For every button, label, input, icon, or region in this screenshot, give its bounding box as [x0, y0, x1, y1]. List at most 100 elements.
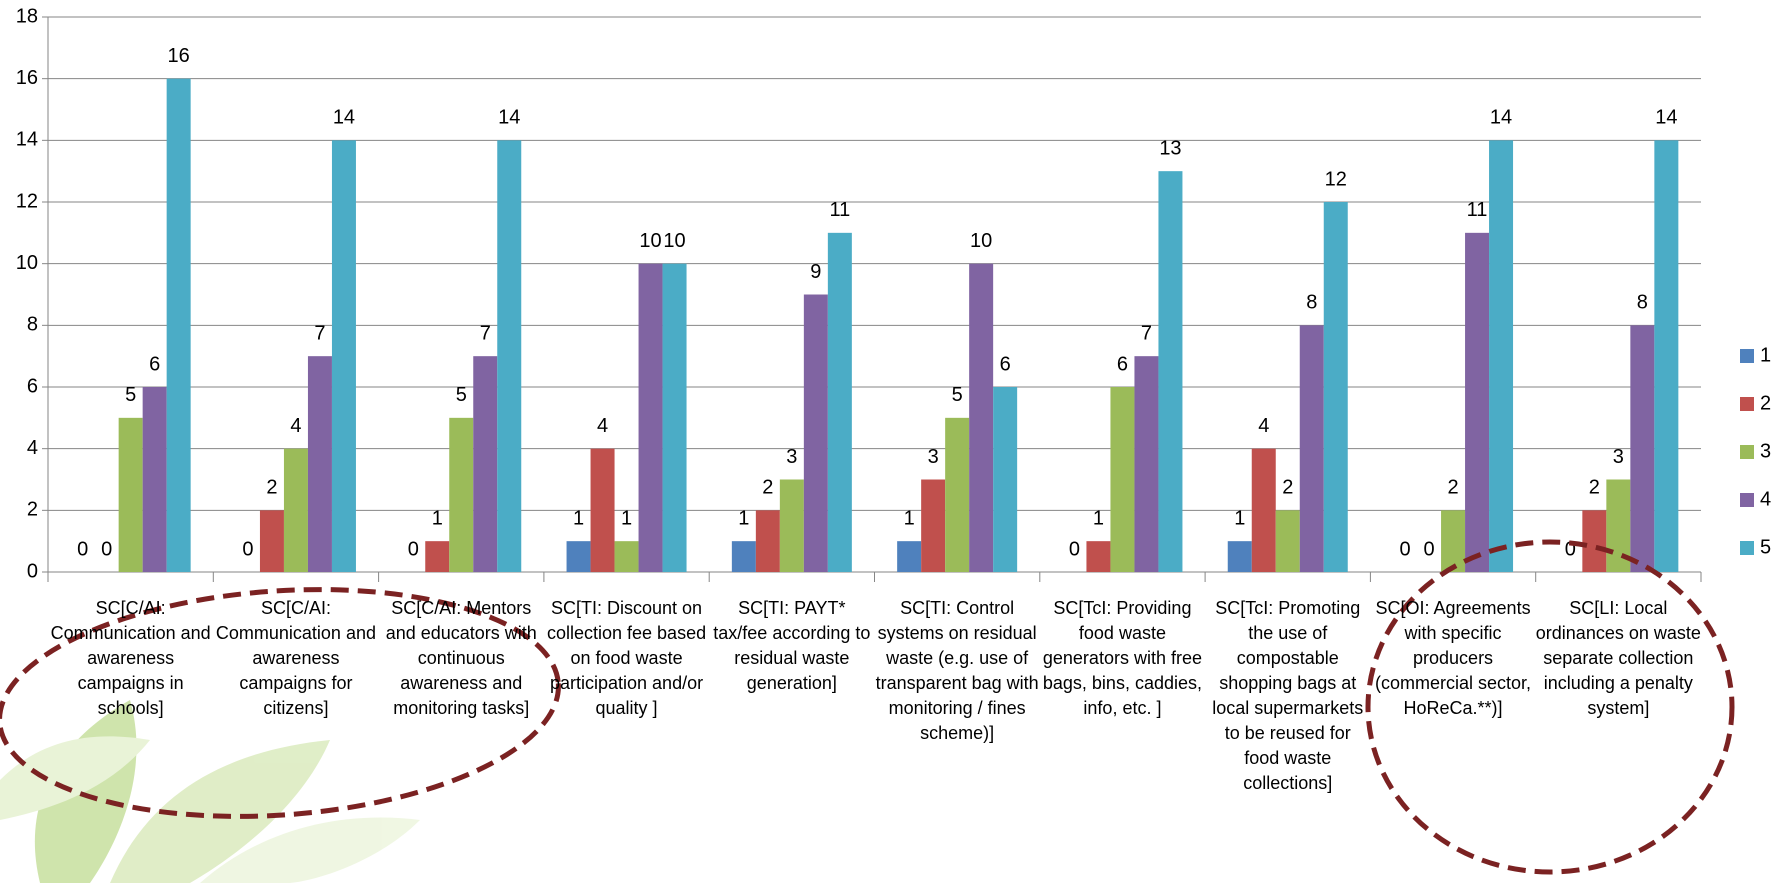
bar	[1134, 356, 1159, 572]
bar	[1582, 510, 1607, 572]
data-label: 0	[1069, 538, 1080, 560]
y-tick-label: 14	[16, 129, 38, 151]
data-label: 5	[125, 384, 136, 406]
bar	[921, 479, 946, 572]
x-tick-label: SC[TI: Control systems on residual waste…	[875, 598, 1039, 743]
y-tick-label: 12	[16, 190, 38, 212]
x-tick-label: SC[TI: PAYT* tax/fee according to residu…	[713, 598, 871, 693]
y-tick-label: 18	[16, 5, 38, 27]
data-label: 0	[1423, 538, 1434, 560]
x-tick-label: SC[TcI: Providing food waste generators …	[1042, 598, 1202, 718]
bar	[497, 140, 522, 573]
bar	[638, 263, 663, 572]
data-label: 5	[456, 384, 467, 406]
bar	[166, 78, 191, 573]
highlight-ellipse	[0, 587, 561, 819]
x-tick-label: SC[LI: Local ordinances on waste separat…	[1535, 598, 1701, 718]
bar	[827, 232, 852, 573]
bar	[1630, 325, 1655, 572]
y-tick-label: 0	[27, 560, 38, 582]
bar	[945, 417, 970, 572]
bar	[755, 510, 780, 572]
data-label: 7	[480, 322, 491, 344]
y-tick-label: 16	[16, 67, 38, 89]
data-label: 1	[1234, 507, 1245, 529]
data-label: 13	[1159, 137, 1181, 159]
data-label: 1	[1093, 507, 1104, 529]
data-label: 4	[290, 415, 301, 437]
bar	[1441, 510, 1466, 572]
data-label: 5	[952, 384, 963, 406]
data-label: 8	[1306, 292, 1317, 314]
data-label: 1	[738, 507, 749, 529]
data-label: 2	[1589, 477, 1600, 499]
data-label: 3	[1613, 446, 1624, 468]
bar	[731, 541, 756, 572]
data-label: 0	[1399, 538, 1410, 560]
y-tick-label: 2	[27, 499, 38, 521]
legend-swatch	[1740, 349, 1754, 363]
bar	[803, 294, 828, 572]
bar	[1465, 232, 1490, 573]
data-label: 1	[432, 507, 443, 529]
data-label: 16	[168, 45, 190, 67]
legend-swatch	[1740, 541, 1754, 555]
data-label: 3	[928, 446, 939, 468]
x-tick-label: SC[C/AI: Communication and awareness cam…	[215, 598, 376, 718]
highlight-ellipse	[1365, 539, 1735, 875]
data-label: 7	[314, 322, 325, 344]
x-tick-label: SC[TI: Discount on collection fee based …	[546, 598, 707, 718]
y-tick-label: 6	[27, 375, 38, 397]
bar	[425, 541, 450, 572]
data-label: 10	[663, 230, 685, 252]
bar	[614, 541, 639, 572]
y-tick-label: 10	[16, 252, 38, 274]
y-tick-label: 4	[27, 437, 38, 459]
bar	[1227, 541, 1252, 572]
data-label: 11	[829, 199, 850, 221]
data-label: 1	[904, 507, 915, 529]
legend-label: 2	[1760, 392, 1771, 414]
bar	[1110, 387, 1135, 572]
data-label: 0	[77, 538, 88, 560]
bar	[897, 541, 922, 572]
data-label: 14	[498, 107, 520, 129]
bar	[142, 387, 167, 572]
x-tick-label: SC[C/AI: Communication and awareness cam…	[50, 598, 211, 718]
data-label: 3	[786, 446, 797, 468]
data-label: 14	[1490, 107, 1512, 129]
bar	[1158, 171, 1183, 572]
bar	[993, 387, 1018, 572]
bar	[1275, 510, 1300, 572]
bar	[449, 417, 474, 572]
bar	[1654, 140, 1679, 573]
data-label: 2	[1447, 477, 1458, 499]
data-label: 8	[1637, 292, 1648, 314]
bar	[307, 356, 332, 572]
data-label: 4	[1258, 415, 1269, 437]
data-label: 0	[1565, 538, 1576, 560]
data-label: 6	[149, 353, 160, 375]
data-label: 14	[1655, 107, 1677, 129]
bar	[118, 417, 143, 572]
bar	[1086, 541, 1111, 572]
x-tick-label: SC[TcI: Promoting the use of compostable…	[1212, 598, 1364, 793]
x-tick-label: SC[C/AI: Mentors and educators with cont…	[385, 598, 537, 718]
data-label: 6	[1000, 353, 1011, 375]
legend-swatch	[1740, 493, 1754, 507]
data-label: 10	[970, 230, 992, 252]
background-leaves	[0, 700, 420, 883]
y-tick-label: 8	[27, 314, 38, 336]
legend-label: 4	[1760, 488, 1771, 510]
bar	[779, 479, 804, 572]
bar	[969, 263, 994, 572]
bar	[662, 263, 687, 572]
data-label: 10	[639, 230, 661, 252]
data-label: 2	[1282, 477, 1293, 499]
bar	[283, 448, 308, 572]
legend-label: 5	[1760, 536, 1771, 558]
bar	[590, 448, 615, 572]
